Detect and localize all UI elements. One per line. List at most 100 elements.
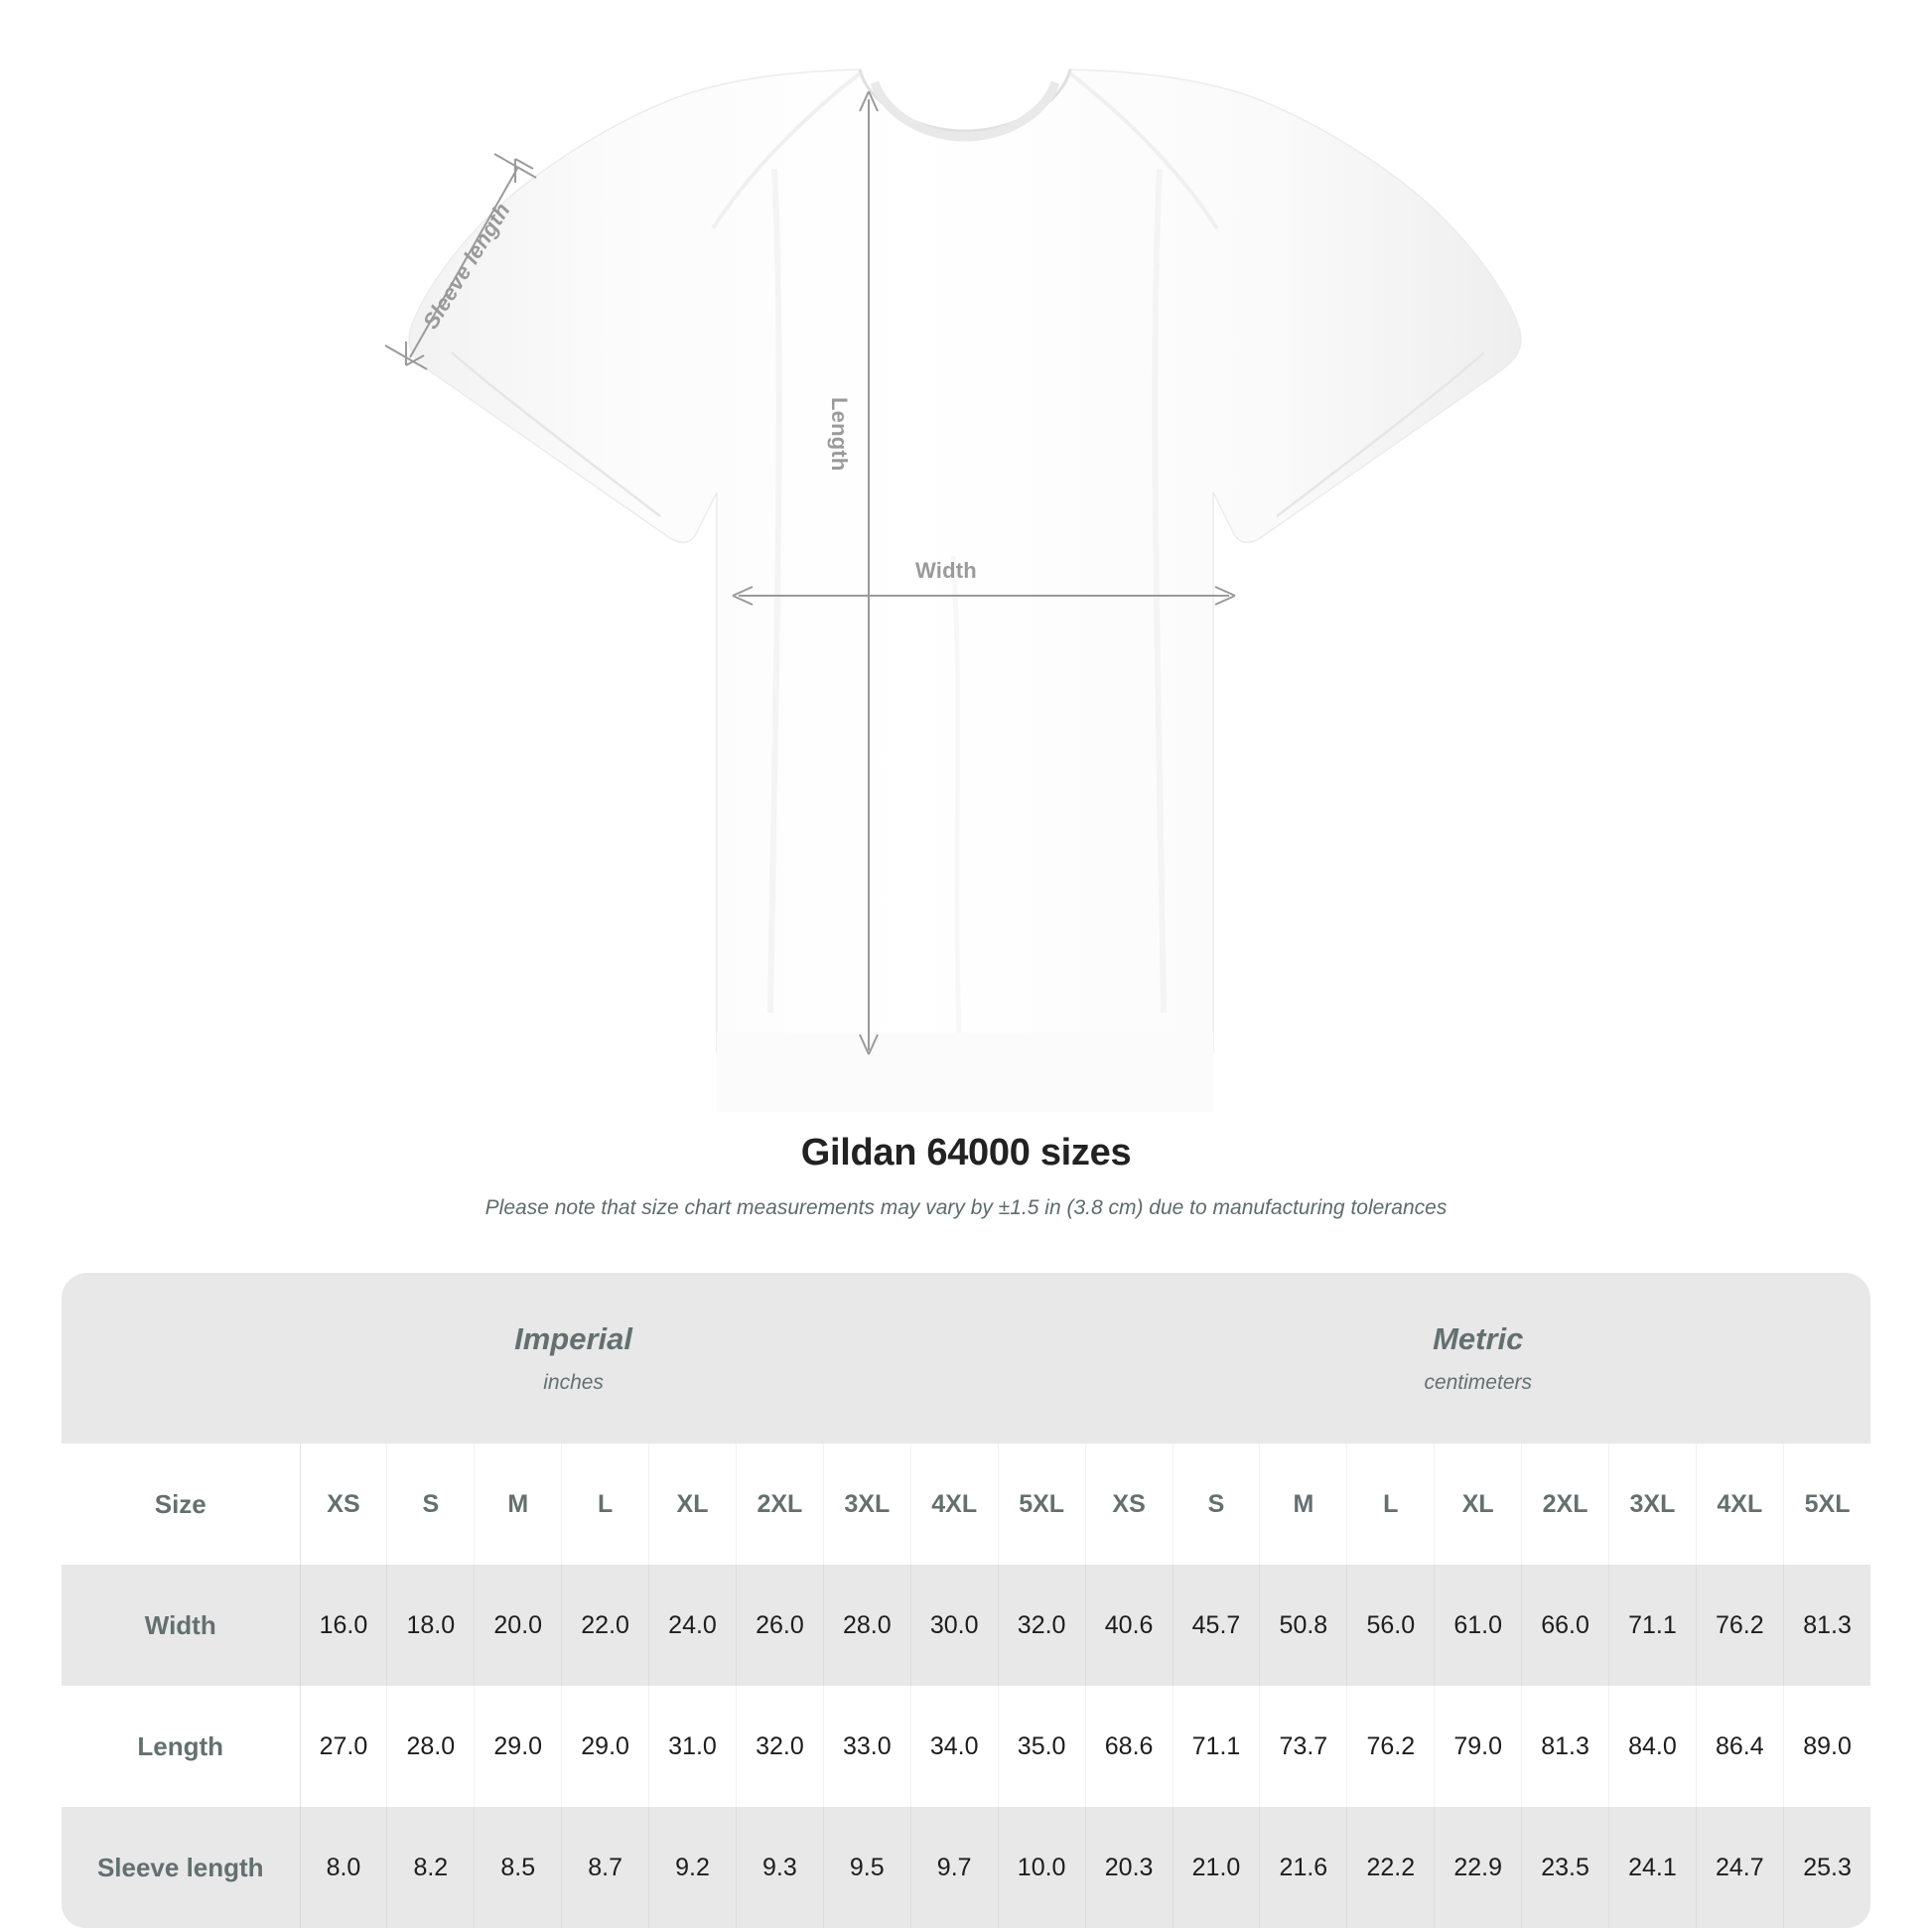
measurement-row-label: Sleeve length bbox=[62, 1807, 301, 1928]
measurement-cell: 30.0 bbox=[910, 1565, 999, 1686]
measurement-cell: 81.3 bbox=[1783, 1565, 1871, 1686]
imperial-header-cell: Imperial inches bbox=[62, 1273, 1086, 1444]
measurement-cell: 28.0 bbox=[823, 1565, 911, 1686]
measurement-cell: 24.7 bbox=[1696, 1807, 1784, 1928]
size-header-cell: 5XL bbox=[1783, 1444, 1871, 1565]
measurement-cell: 32.0 bbox=[736, 1686, 824, 1807]
tshirt-illustration bbox=[384, 69, 1522, 1112]
measurement-cell: 24.0 bbox=[648, 1565, 737, 1686]
measurement-cell: 29.0 bbox=[474, 1686, 563, 1807]
size-chart-table: Imperial inches Metric centimeters Size X… bbox=[62, 1273, 1932, 1928]
measurement-cell: 56.0 bbox=[1346, 1565, 1436, 1686]
body-bottom-fade bbox=[717, 1033, 1213, 1112]
measurement-cell: 86.4 bbox=[1696, 1686, 1784, 1807]
size-header-cell: XL bbox=[1434, 1444, 1523, 1565]
collar-rib bbox=[870, 80, 1060, 142]
measurement-cell: 26.0 bbox=[736, 1565, 824, 1686]
measurement-cell: 25.3 bbox=[1783, 1807, 1871, 1928]
size-header-row: Size XS S M L XL 2XL 3XL 4XL 5XL XS S M L XL 2XL 3XL 4XL 5… bbox=[62, 1444, 1932, 1565]
sleeve-tick-top bbox=[493, 153, 537, 179]
fold-line-right bbox=[1152, 168, 1167, 1014]
measurement-cell: 21.0 bbox=[1173, 1807, 1261, 1928]
sleeve-arrow-bottom bbox=[405, 342, 425, 366]
measurement-cell: 8.7 bbox=[561, 1807, 650, 1928]
length-label: Length bbox=[827, 397, 852, 472]
measurement-cell: 8.2 bbox=[386, 1807, 476, 1928]
metric-unit-name: Metric bbox=[1433, 1321, 1524, 1356]
shoulder-seam-right bbox=[1068, 71, 1219, 230]
measurement-cell: 50.8 bbox=[1259, 1565, 1348, 1686]
size-header-cell: S bbox=[386, 1444, 476, 1565]
length-arrow-bottom bbox=[859, 1034, 879, 1055]
measurement-cell: 61.0 bbox=[1434, 1565, 1523, 1686]
size-header-cell: L bbox=[561, 1444, 650, 1565]
measurement-cell: 73.7 bbox=[1259, 1686, 1348, 1807]
measurement-cell: 71.1 bbox=[1173, 1686, 1261, 1807]
length-arrow-top bbox=[859, 90, 879, 112]
fold-line-center bbox=[950, 555, 962, 1034]
measurement-cell: 22.0 bbox=[561, 1565, 650, 1686]
size-header-cell: 2XL bbox=[1521, 1444, 1609, 1565]
measurement-cell: 20.3 bbox=[1085, 1807, 1173, 1928]
measurement-cell: 22.9 bbox=[1434, 1807, 1523, 1928]
measurement-cell: 21.6 bbox=[1259, 1807, 1348, 1928]
measurement-cell: 79.0 bbox=[1434, 1686, 1523, 1807]
tshirt-shape bbox=[408, 69, 1522, 1112]
measurement-cell: 8.5 bbox=[474, 1807, 563, 1928]
size-header-cell: M bbox=[1259, 1444, 1348, 1565]
unit-header-row: Imperial inches Metric centimeters bbox=[62, 1273, 1932, 1444]
size-header-cell: 5XL bbox=[998, 1444, 1086, 1565]
measurement-cell: 9.7 bbox=[910, 1807, 999, 1928]
size-header-cell: 4XL bbox=[910, 1444, 999, 1565]
measurement-cell: 9.5 bbox=[823, 1807, 911, 1928]
fold-line-left bbox=[767, 168, 782, 1014]
page-title: Gildan 64000 sizes bbox=[800, 1132, 1132, 1173]
measurement-cell: 76.2 bbox=[1696, 1565, 1784, 1686]
shoulder-seam-left bbox=[711, 71, 862, 230]
size-chart-table-wrapper: Imperial inches Metric centimeters Size X… bbox=[62, 1273, 1871, 1928]
left-sleeve-hem bbox=[451, 351, 661, 517]
measurement-cell: 81.3 bbox=[1521, 1686, 1609, 1807]
size-header-cell: XS bbox=[300, 1444, 388, 1565]
measurement-row-label: Length bbox=[62, 1686, 301, 1807]
measurement-cell: 27.0 bbox=[300, 1686, 388, 1807]
measurement-cell: 29.0 bbox=[561, 1686, 650, 1807]
tshirt-diagram: Sleeve length Length Width bbox=[384, 69, 1522, 1112]
measurement-cell: 31.0 bbox=[648, 1686, 737, 1807]
metric-header-cell: Metric centimeters bbox=[1085, 1273, 1871, 1444]
imperial-unit-sub: inches bbox=[543, 1371, 604, 1394]
measurement-cell: 84.0 bbox=[1608, 1686, 1697, 1807]
measurement-cell: 9.3 bbox=[736, 1807, 824, 1928]
measurement-cell: 66.0 bbox=[1521, 1565, 1609, 1686]
measurement-cell: 33.0 bbox=[823, 1686, 911, 1807]
page-subtitle: Please note that size chart measurements… bbox=[484, 1196, 1448, 1219]
width-label: Width bbox=[915, 558, 977, 583]
size-header-cell: XS bbox=[1085, 1444, 1173, 1565]
sleeve-arrow-top bbox=[514, 158, 534, 183]
table-row: Sleeve length 8.0 8.2 8.5 8.7 9.2 9.3 9.5 9.7 10.… bbox=[62, 1807, 1932, 1928]
measurement-cell: 71.1 bbox=[1608, 1565, 1697, 1686]
dimension-lines bbox=[384, 90, 1236, 1055]
size-row-label: Size bbox=[62, 1444, 301, 1565]
sleeve-tick-bottom bbox=[384, 345, 428, 370]
measurement-cell: 68.6 bbox=[1085, 1686, 1173, 1807]
table-row: Width 16.0 18.0 20.0 22.0 24.0 26.0 28.0 30.0 32.… bbox=[62, 1565, 1932, 1686]
measurement-cell: 34.0 bbox=[910, 1686, 999, 1807]
measurement-cell: 20.0 bbox=[474, 1565, 563, 1686]
measurement-cell: 45.7 bbox=[1173, 1565, 1261, 1686]
measurement-cell: 16.0 bbox=[300, 1565, 388, 1686]
right-sleeve-hem bbox=[1276, 351, 1485, 517]
size-header-cell: XL bbox=[648, 1444, 737, 1565]
measurement-cell: 22.2 bbox=[1346, 1807, 1436, 1928]
measurement-cell: 18.0 bbox=[386, 1565, 476, 1686]
measurement-cell: 9.2 bbox=[648, 1807, 737, 1928]
width-arrow-right bbox=[1214, 586, 1236, 606]
size-chart-body: Size XS S M L XL 2XL 3XL 4XL 5XL XS S M L XL 2XL 3XL 4XL 5… bbox=[62, 1444, 1932, 1928]
measurement-cell: 89.0 bbox=[1803, 1731, 1852, 1760]
size-header-cell: 3XL bbox=[1608, 1444, 1697, 1565]
measurement-cell: 24.1 bbox=[1608, 1807, 1697, 1928]
size-header-cell: 4XL bbox=[1696, 1444, 1784, 1565]
table-row: Length 27.0 28.0 29.0 29.0 31.0 32.0 33.0 34.0 35… bbox=[62, 1686, 1932, 1807]
size-header-cell: M bbox=[474, 1444, 563, 1565]
